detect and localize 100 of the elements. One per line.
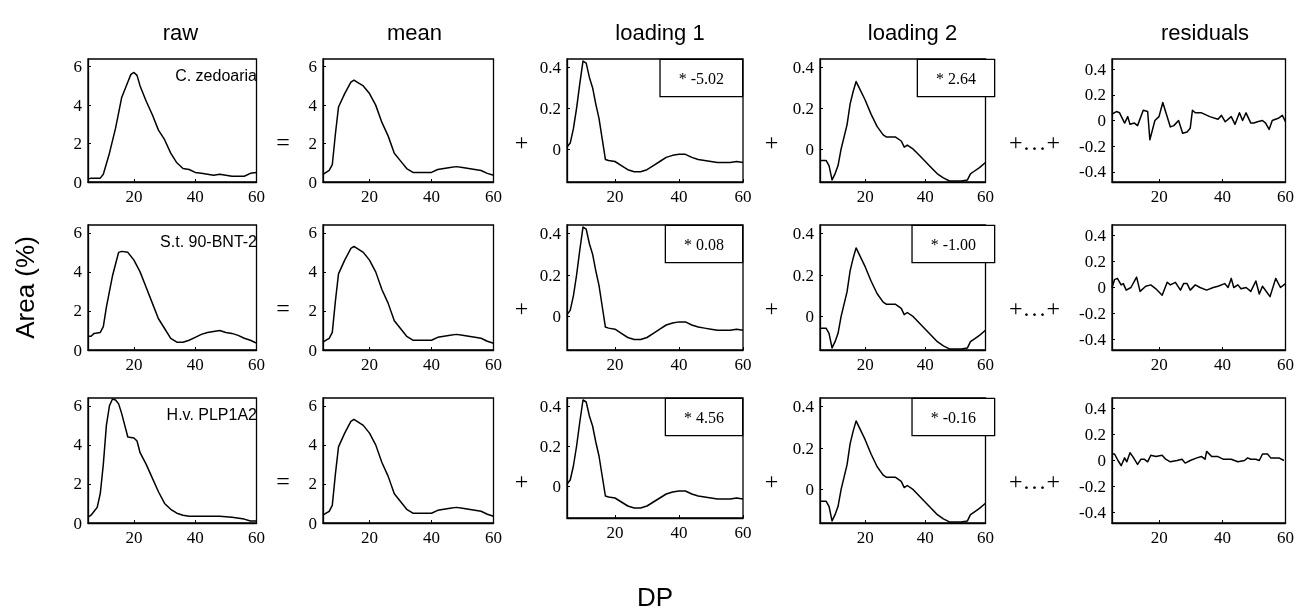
y-tick-label: 2 (73, 474, 82, 494)
x-tick-label: 60 (1277, 355, 1294, 374)
y-tick-label: 2 (73, 134, 82, 154)
y-tick-label: 2 (308, 134, 317, 154)
x-tick-label: 60 (485, 187, 502, 206)
y-tick-label: 0.4 (1084, 398, 1107, 418)
y-tick-label: 0.2 (539, 265, 561, 285)
y-tick-label: 0 (805, 307, 814, 327)
y-tick-label: 4 (308, 95, 318, 115)
y-tick-label: 0.4 (792, 57, 815, 77)
y-tick-label: 0 (73, 172, 82, 192)
x-tick-label: 20 (606, 523, 624, 542)
x-tick-label: 60 (485, 528, 502, 547)
y-tick-label: 4 (73, 435, 83, 455)
x-tick-label: 60 (734, 523, 752, 542)
y-tick-label: 2 (308, 301, 317, 321)
chart-title: raw (162, 19, 199, 45)
x-tick-label: 20 (1150, 528, 1168, 547)
y-tick-label: 0.2 (1084, 85, 1106, 105)
y-tick-label: 0.4 (792, 223, 815, 243)
y-tick-label: 0 (308, 172, 317, 192)
annotation: * -5.02 (678, 69, 724, 87)
x-tick-label: 20 (1150, 355, 1168, 374)
x-tick-label: 40 (1213, 355, 1231, 374)
x-tick-label: 60 (1277, 528, 1294, 547)
annotation: C. zedoaria (175, 66, 258, 84)
text: + (514, 128, 529, 155)
y-tick-label: 6 (308, 57, 317, 77)
x-tick-label: 20 (125, 355, 143, 374)
y-tick-label: 0 (552, 476, 561, 496)
text: + (764, 467, 779, 494)
y-tick-label: 0.2 (792, 265, 814, 285)
x-tick-label: 40 (423, 355, 440, 374)
y-tick-label: -0.4 (1079, 503, 1107, 523)
y-tick-label: 0 (552, 307, 561, 327)
y-tick-label: 0 (805, 139, 814, 159)
x-tick-label: 60 (977, 187, 994, 206)
text: + (764, 294, 779, 321)
text: +…+ (1008, 467, 1061, 494)
y-tick-label: 0.2 (1084, 251, 1106, 271)
annotation: S.t. 90-BNT-2 (160, 232, 258, 250)
y-tick-label: 0 (308, 513, 317, 533)
x-tick-label: 20 (856, 187, 874, 206)
y-tick-label: 0 (805, 480, 814, 500)
y-tick-label: -0.4 (1079, 162, 1107, 182)
x-tick-label: 40 (670, 523, 688, 542)
x-tick-label: 40 (916, 355, 934, 374)
y-tick-label: 6 (308, 223, 317, 243)
chart-title: loading 1 (615, 19, 705, 45)
x-tick-label: 60 (248, 528, 265, 547)
annotation: H.v. PLP1A2 (166, 405, 258, 423)
y-tick-label: 2 (308, 474, 317, 494)
y-tick-label: 6 (308, 396, 317, 416)
annotation: * -1.00 (930, 235, 976, 253)
x-tick-label: 60 (485, 355, 502, 374)
y-tick-label: 0 (308, 340, 317, 360)
x-tick-label: 40 (423, 528, 440, 547)
y-tick-label: 0.4 (539, 57, 562, 77)
x-tick-label: 40 (670, 355, 688, 374)
text: + (514, 294, 529, 321)
chart-title: residuals (1160, 19, 1250, 45)
y-tick-label: 0.4 (792, 396, 815, 416)
x-tick-label: 40 (670, 187, 688, 206)
y-tick-label: 0 (73, 340, 82, 360)
y-tick-label: 0.4 (1084, 59, 1107, 79)
y-tick-label: 0 (1097, 111, 1106, 130)
text: = (276, 467, 290, 494)
y-tick-label: 2 (73, 301, 82, 321)
text: = (276, 128, 290, 155)
x-tick-label: 60 (977, 528, 994, 547)
annotation: * 2.64 (936, 69, 976, 87)
y-tick-label: 4 (73, 262, 83, 282)
text: +…+ (1008, 294, 1061, 321)
y-tick-label: 0.4 (1084, 225, 1107, 245)
y-tick-label: 6 (73, 223, 82, 243)
y-tick-label: -0.2 (1079, 136, 1106, 156)
chart-title: loading 2 (867, 19, 958, 45)
x-tick-label: 40 (186, 355, 204, 374)
x-tick-label: 60 (734, 187, 752, 206)
x-tick-label: 60 (1277, 187, 1294, 206)
y-tick-label: 0.2 (539, 98, 561, 118)
annotation: * 4.56 (684, 408, 724, 426)
x-tick-label: 20 (361, 528, 378, 547)
y-tick-label: 4 (308, 435, 318, 455)
x-axis-title: DP (636, 582, 674, 612)
y-tick-label: 0.2 (1084, 424, 1106, 444)
text: + (764, 128, 779, 155)
y-tick-label: 6 (73, 57, 82, 77)
x-tick-label: 20 (606, 355, 624, 374)
y-tick-label: -0.4 (1079, 330, 1107, 350)
y-tick-label: 4 (73, 95, 83, 115)
y-tick-label: 0 (552, 139, 561, 159)
y-tick-label: 0.4 (539, 396, 562, 416)
x-tick-label: 20 (361, 355, 378, 374)
y-tick-label: 0.2 (792, 98, 814, 118)
x-tick-label: 40 (916, 187, 934, 206)
x-tick-label: 20 (125, 187, 143, 206)
x-tick-label: 40 (1213, 187, 1231, 206)
x-tick-label: 40 (186, 528, 204, 547)
x-tick-label: 40 (423, 187, 440, 206)
